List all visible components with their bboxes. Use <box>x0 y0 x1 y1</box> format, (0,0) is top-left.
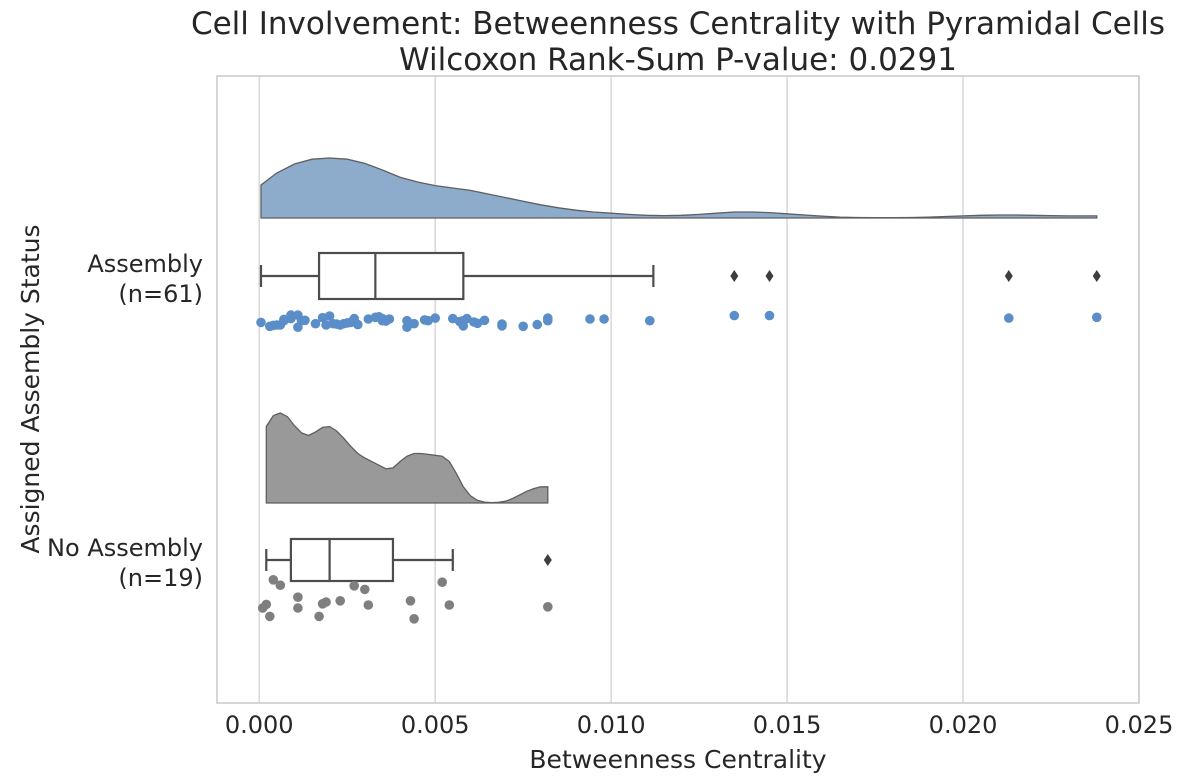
x-tick-label: 0.025 <box>1105 711 1174 739</box>
outlier-marker <box>1092 270 1101 282</box>
y-tick-label-group: Assembly <box>87 250 203 278</box>
data-point <box>293 603 303 613</box>
density-clouds <box>260 157 1098 504</box>
data-point <box>349 581 360 591</box>
data-point <box>402 322 412 333</box>
data-point <box>335 596 346 606</box>
data-point <box>518 321 528 332</box>
data-point <box>261 599 272 610</box>
x-tick-label: 0.010 <box>577 711 646 739</box>
data-point <box>444 600 455 610</box>
y-tick-label-count: (n=19) <box>118 564 203 592</box>
data-point <box>585 314 595 324</box>
outlier-marker <box>1004 270 1013 282</box>
data-point <box>729 310 740 321</box>
data-point <box>314 611 324 622</box>
data-point <box>437 577 448 587</box>
x-tick-label: 0.005 <box>401 711 470 739</box>
density-cloud <box>265 412 549 504</box>
chart-subtitle: Wilcoxon Rank-Sum P-value: 0.0291 <box>399 42 957 78</box>
iqr-box <box>317 251 465 301</box>
box-plots <box>259 251 1101 583</box>
data-point <box>1092 312 1102 323</box>
chart-title: Cell Involvement: Betweenness Centrality… <box>191 6 1165 42</box>
data-point <box>268 575 279 585</box>
data-point <box>265 611 275 622</box>
outlier-marker <box>765 270 774 282</box>
y-tick-label-count: (n=61) <box>118 280 203 308</box>
data-point <box>256 317 266 328</box>
iqr-box <box>289 537 395 583</box>
data-point <box>405 596 416 606</box>
data-point <box>645 315 655 326</box>
y-axis-label: Assigned Assembly Status <box>16 224 45 553</box>
data-point <box>293 592 303 602</box>
x-tick-label: 0.015 <box>753 711 822 739</box>
strip-points <box>256 310 1102 624</box>
data-point <box>479 315 490 326</box>
data-point <box>310 318 321 329</box>
x-tick-label: 0.000 <box>225 711 294 739</box>
x-axis-label: Betweenness Centrality <box>529 745 826 774</box>
y-tick-label-group: No Assembly <box>47 534 203 562</box>
data-point <box>300 315 310 326</box>
data-point <box>321 597 331 607</box>
data-point <box>384 314 395 324</box>
data-point <box>543 313 553 323</box>
data-point <box>409 614 419 624</box>
vertical-gridlines <box>258 76 1140 703</box>
density-cloud <box>260 157 1098 219</box>
data-point <box>1004 313 1014 323</box>
y-tick-labels: Assembly(n=61) No Assembly(n=19) <box>47 250 203 592</box>
data-point <box>409 318 419 329</box>
x-tick-label: 0.020 <box>929 711 998 739</box>
data-point <box>324 311 335 321</box>
data-point <box>532 319 542 330</box>
outlier-marker <box>543 554 552 566</box>
data-point <box>353 319 363 330</box>
plot-frame <box>216 75 1140 704</box>
data-point <box>764 310 775 321</box>
data-point <box>275 580 286 590</box>
outlier-marker <box>730 270 739 282</box>
data-point <box>430 313 441 323</box>
data-point <box>599 314 609 324</box>
data-point <box>543 602 553 612</box>
data-point <box>360 584 370 595</box>
data-point <box>363 600 374 610</box>
x-tick-labels: 0.000 0.005 0.010 0.015 0.020 0.025 <box>225 711 1173 739</box>
data-point <box>497 319 507 329</box>
